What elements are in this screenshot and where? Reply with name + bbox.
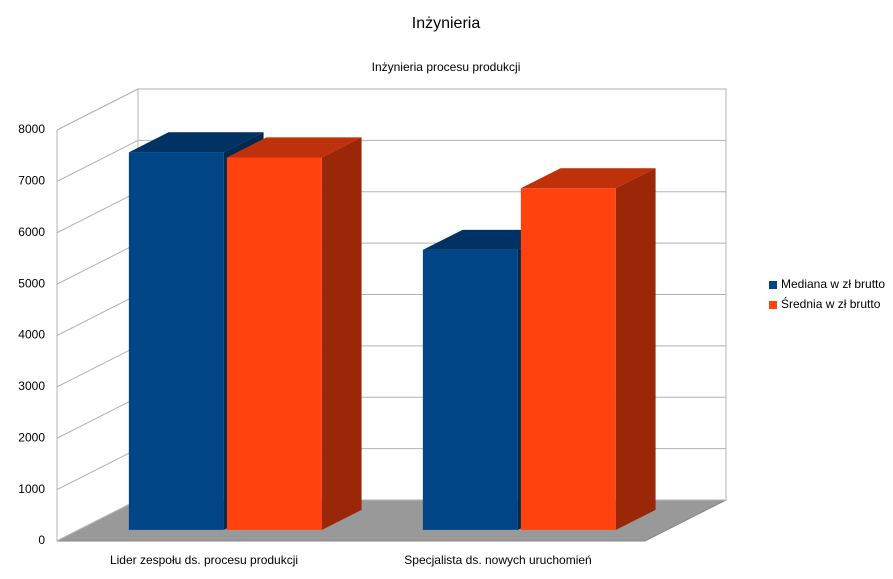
legend-label: Średnia w zł brutto <box>781 296 881 311</box>
bar <box>128 152 224 530</box>
legend-label: Mediana w zł brutto <box>781 277 885 291</box>
bar-top-shade <box>520 168 656 189</box>
legend-swatch <box>769 281 777 289</box>
y-tick-label: 3000 <box>18 379 45 393</box>
y-tick-label: 4000 <box>18 328 45 342</box>
y-tick-label: 8000 <box>18 122 45 136</box>
bar-side-shade <box>321 137 362 530</box>
y-tick-label: 7000 <box>18 174 45 188</box>
y-tick-label: 5000 <box>18 276 45 290</box>
bar-top-shade <box>128 132 264 153</box>
bar-side <box>321 137 362 530</box>
y-tick-label: 2000 <box>18 430 45 444</box>
legend-swatch <box>769 301 777 309</box>
y-tick-label: 1000 <box>18 482 45 496</box>
bar-side <box>615 168 656 530</box>
bar-top <box>226 137 362 158</box>
bar <box>226 157 322 530</box>
x-tick-label: Specjalista ds. nowych uruchomień <box>404 553 591 567</box>
bar-top-shade <box>226 137 362 158</box>
bar <box>520 188 616 530</box>
bar-side-shade <box>615 168 656 530</box>
y-tick-label: 6000 <box>18 225 45 239</box>
bar-top <box>128 132 264 153</box>
chart-title: Inżynieria <box>412 15 481 32</box>
grid-line <box>56 139 726 182</box>
grid-line <box>56 88 726 131</box>
chart-subtitle: Inżynieria procesu produkcji <box>372 60 521 74</box>
y-tick-label: 0 <box>38 533 45 547</box>
x-tick-label: Lider zespołu ds. procesu produkcji <box>110 553 298 567</box>
bar <box>422 249 518 530</box>
bar-top <box>520 168 656 189</box>
